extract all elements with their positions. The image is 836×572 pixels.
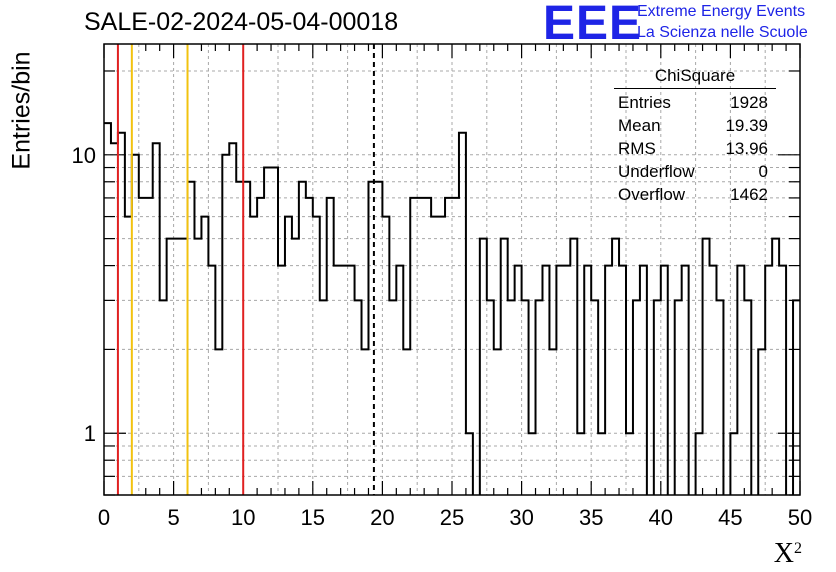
chart-title: SALE-02-2024-05-04-00018 xyxy=(84,8,399,36)
x-tick-label: 50 xyxy=(788,505,812,530)
stats-label: Underflow xyxy=(618,162,695,181)
x-tick-label: 35 xyxy=(579,505,603,530)
y-axis-label: Entries/bin xyxy=(7,51,36,170)
plot-frame xyxy=(103,43,801,496)
stats-row-entries: Entries 1928 xyxy=(612,91,776,114)
stats-label: RMS xyxy=(618,139,656,158)
stats-row-rms: RMS 13.96 xyxy=(612,137,776,160)
stats-box: ChiSquare Entries 1928 Mean 19.39 RMS 13.96… xyxy=(612,66,776,206)
x-tick-label: 45 xyxy=(718,505,742,530)
x-tick-label: 30 xyxy=(509,505,533,530)
stats-row-mean: Mean 19.39 xyxy=(612,114,776,137)
x-tick-label: 25 xyxy=(440,505,464,530)
stats-value: 0 xyxy=(758,162,768,181)
stats-label: Entries xyxy=(618,93,671,112)
y-tick-label: 10 xyxy=(72,143,96,168)
x-tick-label: 20 xyxy=(370,505,394,530)
x-tick-label: 10 xyxy=(231,505,255,530)
y-tick-label: 1 xyxy=(84,421,96,446)
stats-value: 13.96 xyxy=(725,139,768,158)
stats-label: Mean xyxy=(618,116,661,135)
stats-label: Overflow xyxy=(618,185,686,204)
logo-caption-1: Extreme Energy Events xyxy=(637,3,806,20)
stats-row-underflow: Underflow 0 xyxy=(612,160,776,183)
x-tick-label: 40 xyxy=(649,505,673,530)
stats-value: 1462 xyxy=(730,185,768,204)
x-axis-label: X2 xyxy=(773,538,802,569)
histogram-line xyxy=(104,122,800,495)
x-tick-label: 0 xyxy=(98,505,110,530)
eee-logo: EEE xyxy=(543,0,643,50)
stats-title: ChiSquare xyxy=(614,66,776,89)
stats-row-overflow: Overflow 1462 xyxy=(612,183,776,206)
x-tick-label: 15 xyxy=(301,505,325,530)
x-tick-label: 5 xyxy=(167,505,179,530)
logo-caption-2: La Scienza nelle Scuole xyxy=(637,24,808,41)
stats-value: 19.39 xyxy=(725,116,768,135)
stats-value: 1928 xyxy=(730,93,768,112)
